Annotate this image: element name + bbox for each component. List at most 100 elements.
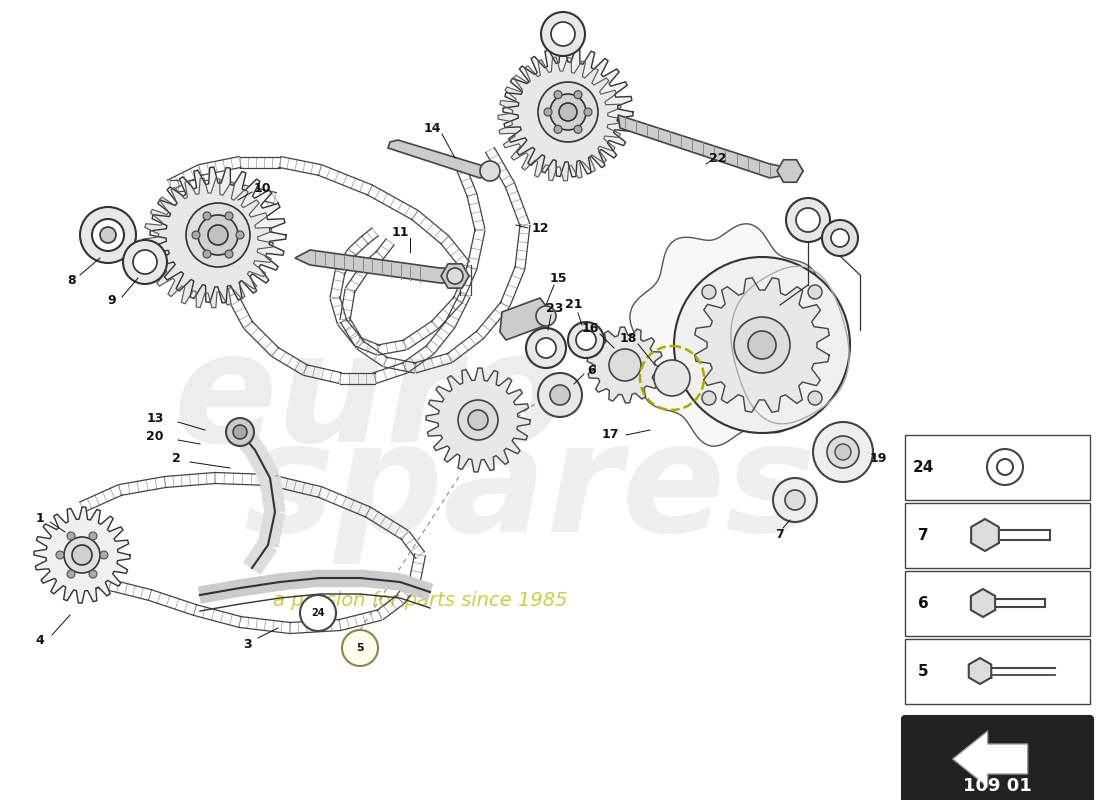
Polygon shape	[320, 570, 360, 586]
Text: a passion for parts since 1985: a passion for parts since 1985	[273, 590, 568, 610]
Circle shape	[551, 22, 575, 46]
Circle shape	[609, 349, 641, 381]
Polygon shape	[295, 250, 455, 283]
Text: 19: 19	[869, 451, 887, 465]
Circle shape	[56, 551, 64, 559]
Polygon shape	[500, 298, 548, 340]
Polygon shape	[246, 446, 278, 482]
Circle shape	[186, 203, 250, 267]
Circle shape	[830, 229, 849, 247]
Circle shape	[734, 317, 790, 373]
Circle shape	[568, 322, 604, 358]
Text: 14: 14	[424, 122, 441, 134]
Text: 18: 18	[619, 331, 637, 345]
Circle shape	[785, 490, 805, 510]
Bar	[905, 435, 1090, 500]
Circle shape	[822, 220, 858, 256]
Circle shape	[226, 250, 233, 258]
Text: 6: 6	[917, 595, 928, 610]
Circle shape	[835, 444, 851, 460]
Circle shape	[550, 94, 586, 130]
Text: 9: 9	[108, 294, 117, 306]
Text: 10: 10	[253, 182, 271, 194]
Polygon shape	[618, 115, 790, 178]
Circle shape	[574, 126, 582, 134]
Circle shape	[123, 240, 167, 284]
Text: 8: 8	[68, 274, 76, 286]
Polygon shape	[630, 224, 830, 446]
Polygon shape	[34, 507, 130, 603]
Circle shape	[67, 570, 75, 578]
Polygon shape	[279, 570, 321, 590]
Circle shape	[796, 208, 820, 232]
Text: euro: euro	[174, 326, 566, 474]
Bar	[905, 503, 1090, 568]
Circle shape	[541, 12, 585, 56]
Text: 5: 5	[356, 643, 364, 653]
Circle shape	[92, 219, 124, 251]
Circle shape	[773, 478, 817, 522]
Circle shape	[536, 306, 556, 326]
Circle shape	[808, 391, 822, 405]
Polygon shape	[258, 510, 285, 547]
Circle shape	[536, 338, 556, 358]
Circle shape	[89, 570, 97, 578]
Circle shape	[574, 90, 582, 98]
Circle shape	[133, 250, 157, 274]
Text: spares: spares	[243, 415, 816, 565]
Bar	[905, 639, 1090, 704]
Circle shape	[226, 418, 254, 446]
Circle shape	[236, 231, 244, 239]
Circle shape	[208, 225, 228, 245]
Text: 17: 17	[602, 429, 618, 442]
Polygon shape	[244, 539, 276, 574]
Circle shape	[100, 227, 116, 243]
Text: 7: 7	[917, 527, 928, 542]
Circle shape	[233, 425, 248, 439]
FancyBboxPatch shape	[902, 716, 1093, 800]
Text: 22: 22	[710, 151, 727, 165]
Text: 1: 1	[35, 511, 44, 525]
Polygon shape	[498, 57, 622, 181]
Circle shape	[813, 422, 873, 482]
Circle shape	[554, 90, 562, 98]
Polygon shape	[971, 519, 999, 551]
Polygon shape	[953, 731, 1027, 787]
Circle shape	[786, 198, 830, 242]
Polygon shape	[143, 178, 273, 308]
Text: 109 01: 109 01	[964, 777, 1032, 795]
Circle shape	[702, 285, 716, 299]
Circle shape	[559, 103, 578, 121]
Polygon shape	[388, 140, 492, 178]
Circle shape	[468, 410, 488, 430]
Polygon shape	[260, 477, 285, 514]
Text: 13: 13	[146, 411, 164, 425]
Circle shape	[538, 82, 598, 142]
Circle shape	[808, 285, 822, 299]
Circle shape	[674, 257, 850, 433]
Text: 20: 20	[146, 430, 164, 442]
Circle shape	[987, 449, 1023, 485]
Circle shape	[72, 545, 92, 565]
Text: 11: 11	[392, 226, 409, 238]
Polygon shape	[587, 327, 663, 403]
Polygon shape	[695, 278, 829, 412]
Circle shape	[80, 207, 136, 263]
Circle shape	[204, 212, 211, 220]
Circle shape	[827, 436, 859, 468]
Circle shape	[342, 630, 378, 666]
Circle shape	[748, 331, 775, 359]
Polygon shape	[730, 266, 849, 424]
Circle shape	[538, 373, 582, 417]
Circle shape	[584, 108, 592, 116]
Polygon shape	[441, 264, 469, 288]
Text: 4: 4	[35, 634, 44, 646]
Circle shape	[64, 537, 100, 573]
Circle shape	[67, 532, 75, 540]
Circle shape	[480, 161, 501, 181]
Polygon shape	[239, 574, 282, 596]
Polygon shape	[503, 47, 632, 177]
Polygon shape	[969, 658, 991, 684]
Text: 15: 15	[549, 271, 566, 285]
Polygon shape	[971, 589, 996, 617]
